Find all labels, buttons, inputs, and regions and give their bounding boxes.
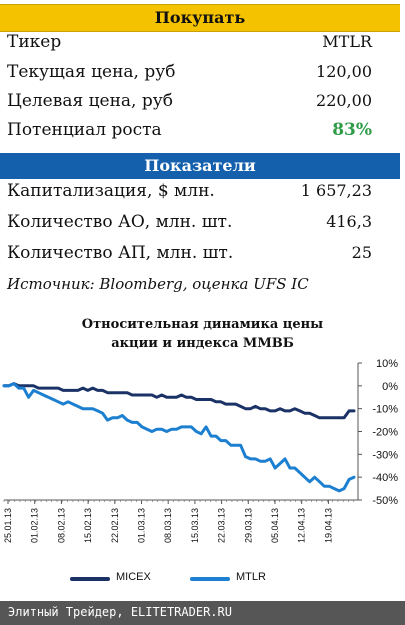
- legend-item-micex: MICEX: [70, 571, 180, 587]
- x-tick-label: 25.01.13: [3, 508, 13, 543]
- upside-label: Потенциал роста: [7, 120, 162, 140]
- legend-label-mtlr: MTLR: [236, 571, 266, 583]
- y-tick-label: -10%: [372, 404, 398, 416]
- legend-swatch-mtlr: [190, 577, 230, 581]
- ticker-label: Тикер: [7, 32, 62, 52]
- chart-axes: [3, 362, 362, 504]
- chart-legend: MICEX MTLR: [0, 571, 405, 587]
- source-note: Источник: Bloomberg, оценка UFS IC: [7, 275, 309, 293]
- x-tick-label: 22.03.13: [217, 508, 227, 543]
- chart-title-line1: Относительная динамика цены: [81, 317, 324, 332]
- current-price-row: Текущая цена, руб 120,00: [0, 62, 400, 91]
- upside-row: Потенциал роста 83%: [0, 120, 400, 149]
- common-shares-label: Количество АО, млн. шт.: [7, 212, 233, 232]
- capitalization-row: Капитализация, $ млн. 1 657,23: [0, 181, 400, 210]
- x-axis-labels: 25.01.13 01.02.13 08.02.13 15.02.13 22.02.13…: [3, 508, 333, 543]
- footer-text: Элитный Трейдер, ELITETRADER.RU: [8, 605, 232, 619]
- y-tick-label: -50%: [372, 495, 398, 507]
- x-tick-label: 01.03.13: [137, 508, 147, 543]
- legend-item-mtlr: MTLR: [190, 571, 300, 587]
- x-tick-label: 05.04.13: [270, 508, 280, 543]
- chart-series: [2, 382, 356, 493]
- target-price-label: Целевая цена, руб: [7, 91, 173, 111]
- x-tick-label: 01.02.13: [30, 508, 40, 543]
- common-shares-row: Количество АО, млн. шт. 416,3: [0, 212, 400, 241]
- x-tick-label: 22.02.13: [110, 508, 120, 543]
- current-price-label: Текущая цена, руб: [7, 62, 176, 82]
- capitalization-value: 1 657,23: [300, 181, 372, 200]
- current-price-value: 120,00: [316, 62, 372, 81]
- upside-value: 83%: [332, 120, 372, 140]
- indicators-title: Показатели: [144, 156, 256, 175]
- y-tick-label: 10%: [376, 358, 398, 370]
- legend-swatch-micex: [70, 577, 110, 581]
- relative-performance-chart: 10% 0% -10% -20% -30% -40% -50% 25.01.13 01.02.…: [2, 358, 398, 543]
- recommendation-banner: Покупать: [0, 4, 400, 32]
- series-line-micex: [2, 382, 356, 420]
- ticker-row: Тикер MTLR: [0, 32, 400, 61]
- y-tick-label: -20%: [372, 427, 398, 439]
- legend-label-micex: MICEX: [116, 571, 151, 583]
- x-tick-label: 08.03.13: [163, 508, 173, 543]
- y-tick-label: -40%: [372, 472, 398, 484]
- x-tick-label: 15.03.13: [190, 508, 200, 543]
- common-shares-value: 416,3: [326, 212, 372, 231]
- y-axis-labels: 10% 0% -10% -20% -30% -40% -50%: [372, 358, 398, 507]
- series-line-mtlr: [2, 382, 356, 493]
- preferred-shares-label: Количество АП, млн. шт.: [7, 243, 234, 263]
- x-tick-label: 08.02.13: [56, 508, 66, 543]
- preferred-shares-value: 25: [351, 243, 372, 262]
- target-price-value: 220,00: [316, 91, 372, 110]
- y-tick-label: 0%: [382, 381, 398, 393]
- indicators-banner: Показатели: [0, 153, 400, 179]
- x-tick-label: 29.03.13: [243, 508, 253, 543]
- footer-bar: Элитный Трейдер, ELITETRADER.RU: [0, 601, 405, 625]
- target-price-row: Целевая цена, руб 220,00: [0, 91, 400, 120]
- capitalization-label: Капитализация, $ млн.: [7, 181, 215, 201]
- ticker-value: MTLR: [322, 32, 372, 51]
- x-tick-label: 12.04.13: [297, 508, 307, 543]
- x-tick-label: 19.04.13: [323, 508, 333, 543]
- preferred-shares-row: Количество АП, млн. шт. 25: [0, 243, 400, 272]
- x-tick-label: 15.02.13: [83, 508, 93, 543]
- chart-title-line2: акции и индекса ММВБ: [111, 336, 294, 351]
- y-tick-label: -30%: [372, 449, 398, 461]
- recommendation-label: Покупать: [154, 8, 246, 27]
